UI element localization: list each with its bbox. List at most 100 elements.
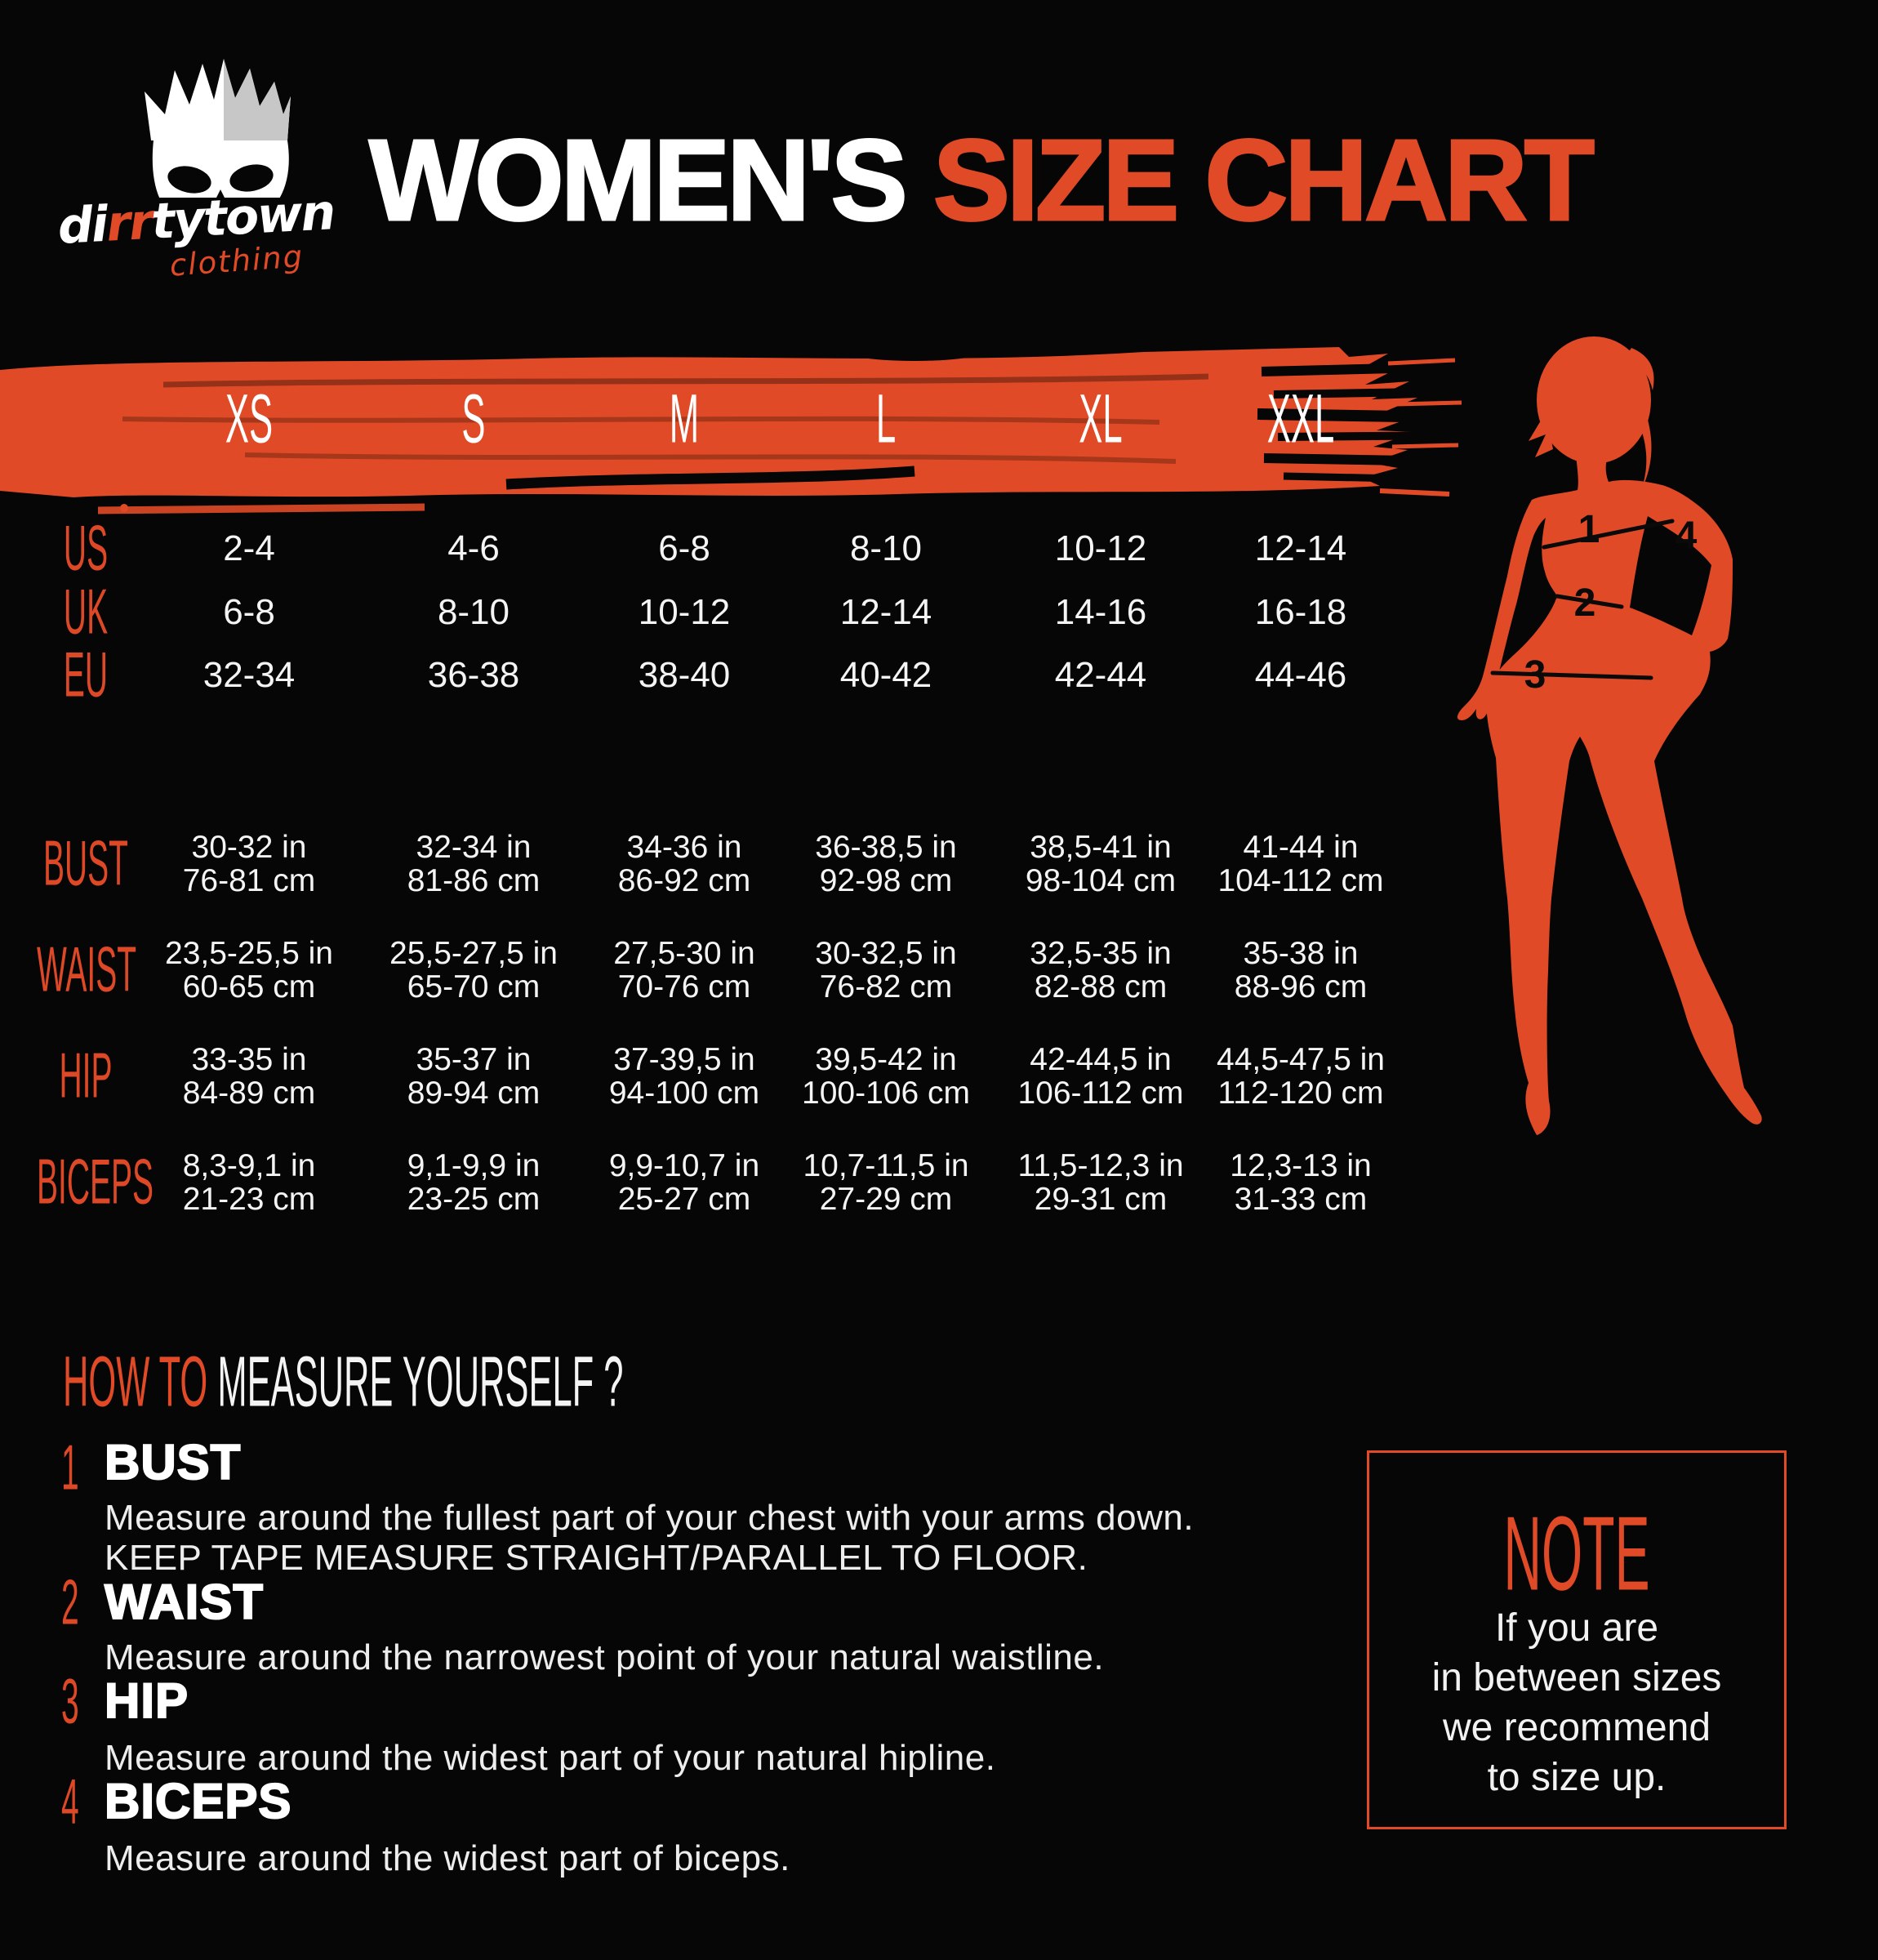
brand-accent: rr: [105, 193, 154, 253]
bust-xl: 38,5-41 in 98-104 cm: [999, 831, 1203, 898]
size-label-m: M: [669, 380, 700, 457]
size-label-xxl: XXL: [1266, 380, 1335, 457]
note-line-3: we recommend: [1442, 1706, 1711, 1749]
waist-measure-line: [1555, 594, 1624, 609]
bust-m-in: 34-36 in: [626, 830, 742, 865]
item-desc-hip: Measure around the widest part of your n…: [105, 1738, 995, 1778]
bust-s: 32-34 in 81-86 cm: [372, 831, 576, 898]
size-label-xs: XS: [225, 380, 274, 457]
biceps-m-cm: 25-27 cm: [617, 1182, 751, 1217]
size-label-l: L: [875, 380, 897, 457]
hip-xs-cm: 84-89 cm: [182, 1076, 316, 1111]
item-number-1: 1: [61, 1432, 79, 1504]
bust-xxl-cm: 104-112 cm: [1217, 863, 1384, 898]
biceps-xs-in: 8,3-9,1 in: [182, 1148, 316, 1183]
waist-xs-in: 23,5-25,5 in: [165, 936, 333, 971]
bust-xxl: 41-44 in 104-112 cm: [1199, 831, 1403, 898]
uk-xl: 14-16: [1054, 592, 1147, 632]
item-number-2: 2: [61, 1567, 79, 1639]
woman-silhouette: 1 2 3 4: [1457, 336, 1762, 1135]
biceps-m: 9,9-10,7 in 25-27 cm: [582, 1149, 786, 1216]
item-number-3: 3: [61, 1666, 79, 1738]
eu-xl: 42-44: [1054, 655, 1147, 695]
eu-m: 38-40: [638, 655, 731, 695]
bust-m: 34-36 in 86-92 cm: [582, 831, 786, 898]
howto-heading-accent: HOW TO: [63, 1342, 208, 1422]
marker-biceps: 4: [1676, 514, 1698, 558]
biceps-xxl-in: 12,3-13 in: [1230, 1148, 1372, 1183]
note-line-4: to size up.: [1487, 1756, 1667, 1799]
bust-xs-cm: 76-81 cm: [182, 863, 316, 898]
bust-xxl-in: 41-44 in: [1243, 830, 1359, 865]
waist-xl-in: 32,5-35 in: [1030, 936, 1172, 971]
bust-s-cm: 81-86 cm: [407, 863, 541, 898]
hip-s-in: 35-37 in: [416, 1042, 532, 1077]
eu-xs: 32-34: [202, 655, 296, 695]
biceps-xl-cm: 29-31 cm: [1034, 1182, 1168, 1217]
row-label-biceps: BICEPS: [37, 1147, 154, 1218]
page-title-accent: SIZE CHART: [932, 115, 1595, 244]
row-label-us: US: [63, 513, 109, 585]
us-xs: 2-4: [223, 528, 275, 568]
size-header-row: XS S M L XL XXL: [0, 339, 1470, 502]
waist-xs-cm: 60-65 cm: [182, 969, 316, 1004]
waist-xxl-cm: 88-96 cm: [1234, 969, 1368, 1004]
biceps-l: 10,7-11,5 in 27-29 cm: [784, 1149, 988, 1216]
waist-s: 25,5-27,5 in 65-70 cm: [372, 937, 576, 1004]
waist-l-in: 30-32,5 in: [815, 936, 957, 971]
uk-xs: 6-8: [223, 592, 275, 632]
hip-l-cm: 100-106 cm: [802, 1076, 970, 1111]
waist-l: 30-32,5 in 76-82 cm: [784, 937, 988, 1004]
eu-xxl: 44-46: [1254, 655, 1347, 695]
note-box: NOTE If you are in between sizes we reco…: [1367, 1450, 1787, 1829]
biceps-xl: 11,5-12,3 in 29-31 cm: [999, 1149, 1203, 1216]
hip-xxl: 44,5-47,5 in 112-120 cm: [1199, 1043, 1403, 1110]
brand-prefix: di: [56, 195, 109, 256]
row-label-eu: EU: [63, 639, 109, 711]
waist-xxl: 35-38 in 88-96 cm: [1199, 937, 1403, 1004]
bust-m-cm: 86-92 cm: [617, 863, 751, 898]
note-text: If you are in between sizes we recommend…: [1369, 1603, 1784, 1802]
bust-xl-in: 38,5-41 in: [1030, 830, 1172, 865]
item-desc-bust-line2: KEEP TAPE MEASURE STRAIGHT/PARALLEL TO F…: [105, 1538, 1088, 1578]
item-name-biceps: BICEPS: [104, 1774, 292, 1829]
note-line-2: in between sizes: [1431, 1656, 1722, 1699]
item-number-4: 4: [61, 1766, 79, 1838]
item-desc-bust-line1: Measure around the fullest part of your …: [105, 1498, 1195, 1538]
row-label-uk: UK: [63, 577, 109, 648]
eu-s: 36-38: [427, 655, 520, 695]
uk-l: 12-14: [839, 592, 932, 632]
uk-xxl: 16-18: [1254, 592, 1347, 632]
size-label-xl: XL: [1079, 380, 1123, 457]
biceps-xl-in: 11,5-12,3 in: [1017, 1148, 1184, 1183]
uk-m: 10-12: [638, 592, 731, 632]
biceps-l-cm: 27-29 cm: [819, 1182, 953, 1217]
hip-l-in: 39,5-42 in: [815, 1042, 957, 1077]
item-desc-biceps: Measure around the widest part of biceps…: [105, 1838, 790, 1878]
item-desc-waist-line1: Measure around the narrowest point of yo…: [105, 1637, 1105, 1677]
hip-s: 35-37 in 89-94 cm: [372, 1043, 576, 1110]
page-title: WOMEN'S SIZE CHART: [368, 121, 1596, 238]
uk-s: 8-10: [437, 592, 510, 632]
us-m: 6-8: [658, 528, 710, 568]
waist-xxl-in: 35-38 in: [1243, 936, 1359, 971]
bust-xl-cm: 98-104 cm: [1025, 863, 1177, 898]
size-banner-brush: [0, 339, 1469, 514]
hip-xl: 42-44,5 in 106-112 cm: [999, 1043, 1203, 1110]
howto-heading-rest: MEASURE YOURSELF ?: [217, 1342, 624, 1422]
bust-xs-in: 30-32 in: [191, 830, 307, 865]
bust-l-in: 36-38,5 in: [815, 830, 957, 865]
bust-l-cm: 92-98 cm: [819, 863, 953, 898]
waist-m-in: 27,5-30 in: [613, 936, 755, 971]
hip-xl-in: 42-44,5 in: [1030, 1042, 1172, 1077]
waist-xl-cm: 82-88 cm: [1034, 969, 1168, 1004]
hip-m-in: 37-39,5 in: [613, 1042, 755, 1077]
item-desc-waist: Measure around the narrowest point of yo…: [105, 1637, 1104, 1677]
hip-measure-line: [1490, 670, 1653, 680]
biceps-s-in: 9,1-9,9 in: [407, 1148, 541, 1183]
biceps-xs: 8,3-9,1 in 21-23 cm: [147, 1149, 351, 1216]
hip-l: 39,5-42 in 100-106 cm: [784, 1043, 988, 1110]
biceps-xxl: 12,3-13 in 31-33 cm: [1199, 1149, 1403, 1216]
note-line-1: If you are: [1494, 1606, 1659, 1650]
biceps-s: 9,1-9,9 in 23-25 cm: [372, 1149, 576, 1216]
